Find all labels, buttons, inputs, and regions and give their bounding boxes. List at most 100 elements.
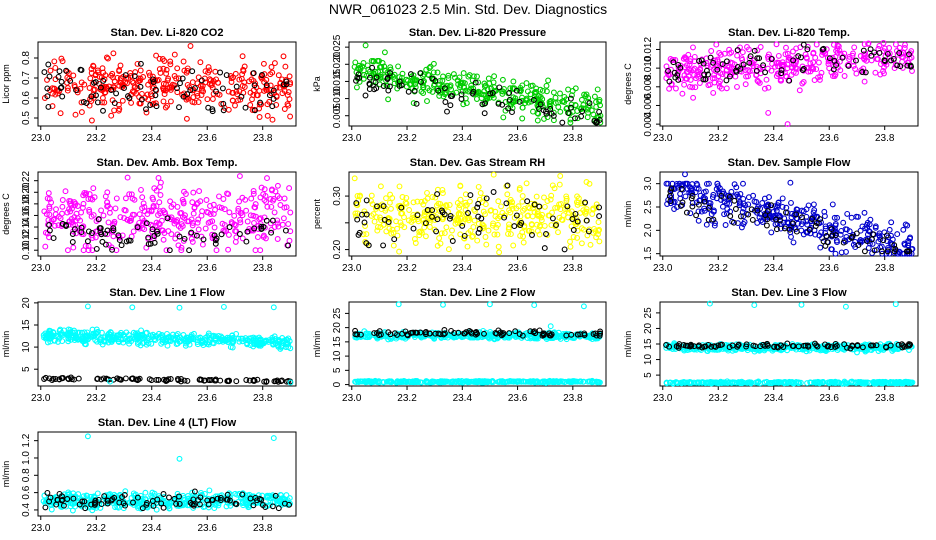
data-point: [57, 110, 64, 117]
data-point: [261, 186, 268, 193]
data-point: [79, 204, 86, 211]
flagged-data-point: [591, 118, 598, 125]
data-point: [87, 195, 94, 202]
data-point: [456, 74, 463, 81]
data-point: [156, 55, 163, 62]
y-tick-label: 0.004: [643, 111, 654, 136]
data-point: [836, 47, 843, 54]
data-point: [104, 231, 111, 238]
data-point: [848, 214, 855, 221]
flagged-data-point: [269, 217, 276, 224]
flagged-data-point: [56, 68, 63, 75]
data-point: [470, 224, 477, 230]
outlier-point: [531, 302, 538, 309]
flagged-data-point: [786, 77, 793, 84]
data-point: [252, 201, 259, 208]
data-point: [396, 248, 403, 255]
data-point: [48, 218, 55, 224]
data-point: [898, 53, 905, 60]
flagged-data-point: [861, 248, 868, 255]
outlier-point: [176, 304, 183, 311]
plot-frame: [348, 41, 607, 127]
data-point: [745, 201, 752, 208]
flagged-data-point: [145, 234, 152, 241]
x-tick-label: 23.4: [453, 263, 473, 274]
data-point: [690, 67, 697, 73]
data-point: [174, 203, 181, 210]
data-point: [351, 175, 358, 182]
data-point: [841, 73, 848, 79]
flagged-data-point: [683, 209, 690, 216]
data-points: [663, 171, 916, 257]
data-point: [271, 209, 278, 216]
flagged-data-point: [705, 216, 712, 223]
data-point: [221, 206, 228, 213]
x-tick-label: 23.4: [764, 263, 784, 274]
flagged-data-point: [99, 238, 106, 245]
x-tick-label: 23.6: [508, 263, 528, 274]
data-point: [399, 194, 406, 200]
data-point: [567, 238, 573, 245]
flagged-data-point: [413, 100, 420, 107]
data-point: [86, 206, 93, 213]
data-point: [149, 222, 156, 229]
data-point: [250, 188, 257, 194]
data-point: [59, 58, 66, 65]
data-point: [145, 207, 152, 214]
data-point: [281, 106, 288, 112]
data-point: [145, 96, 152, 103]
data-point: [557, 173, 564, 179]
y-tick-label: 0.015: [332, 68, 343, 93]
y-tick-label: 0.20: [332, 239, 343, 259]
flagged-data-point: [503, 200, 510, 207]
data-point: [173, 75, 180, 82]
data-point: [168, 203, 175, 210]
flagged-data-point: [567, 95, 574, 102]
data-point: [778, 63, 785, 69]
data-point: [373, 205, 379, 212]
data-point: [153, 52, 160, 59]
data-point: [189, 222, 196, 229]
data-point: [155, 175, 162, 181]
data-point: [257, 247, 264, 254]
data-point: [443, 224, 450, 231]
y-tick-label: 0.16: [21, 205, 32, 225]
data-point: [528, 83, 534, 89]
data-point: [756, 79, 763, 86]
data-point: [220, 196, 227, 202]
data-point: [225, 106, 232, 113]
data-point: [487, 207, 494, 214]
data-point: [47, 67, 54, 74]
data-point: [593, 204, 600, 211]
data-point: [851, 44, 858, 51]
outlier-point: [682, 171, 688, 178]
data-point: [765, 56, 772, 62]
data-point: [593, 103, 600, 110]
flagged-data-point: [243, 238, 250, 245]
data-point: [69, 219, 76, 226]
flagged-data-point: [666, 78, 673, 85]
data-point: [371, 218, 378, 225]
data-point: [690, 44, 696, 51]
flagged-data-point: [760, 62, 767, 69]
data-point: [268, 64, 275, 70]
data-point: [252, 247, 259, 254]
data-point: [111, 107, 118, 114]
data-point: [759, 64, 766, 71]
data-point: [199, 82, 206, 89]
data-point: [361, 71, 368, 78]
outlier-point: [362, 42, 369, 49]
data-point: [282, 63, 289, 70]
data-point: [225, 246, 232, 253]
flagged-data-point: [524, 198, 531, 205]
data-point: [167, 58, 174, 65]
data-point: [552, 100, 559, 106]
data-point: [197, 59, 204, 66]
data-point: [137, 67, 144, 74]
x-tick-label: 23.4: [453, 393, 473, 404]
outlier-point: [787, 179, 794, 186]
x-tick-label: 23.8: [253, 393, 273, 404]
data-point: [440, 73, 446, 80]
flagged-data-point: [702, 76, 709, 83]
flagged-data-point: [897, 63, 904, 70]
